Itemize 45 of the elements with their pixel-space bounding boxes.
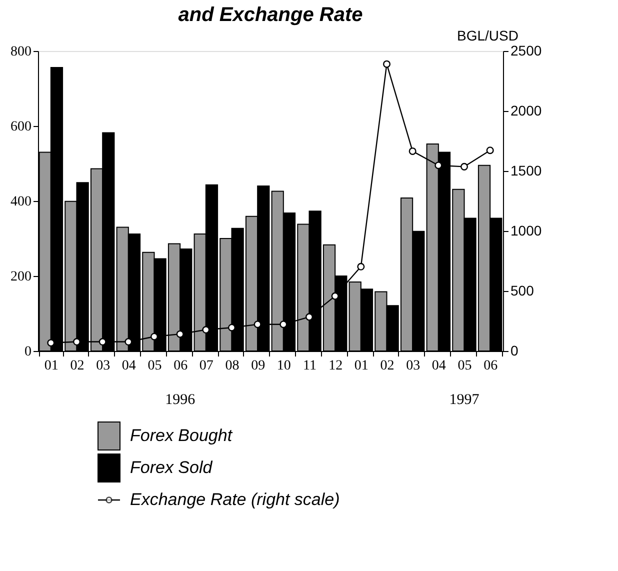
chart-title: and Exchange Rate <box>178 4 363 26</box>
y2-tick-label: 0 <box>510 342 518 358</box>
point <box>254 320 262 328</box>
x-tick-label: 11 <box>303 358 316 374</box>
x-tick-label: 10 <box>276 358 291 374</box>
text: 1996 <box>165 392 196 408</box>
y2-tick-label: 2000 <box>510 102 542 118</box>
y-tick-label: 0 <box>24 344 32 360</box>
x-tick-label: 01 <box>354 358 368 374</box>
point <box>357 262 365 270</box>
x-tick-label: 06 <box>484 358 498 374</box>
x-tick-label: 03 <box>96 358 110 374</box>
x-tick-label: 01 <box>44 358 58 374</box>
point <box>176 330 184 338</box>
legend-label: Exchange Rate (right scale) <box>130 490 340 509</box>
point <box>98 338 106 346</box>
y-tick-label: 200 <box>10 270 32 284</box>
point <box>408 147 416 155</box>
point <box>331 292 339 300</box>
legend-label: Forex Bought <box>130 426 234 445</box>
x-tick-label: 12 <box>328 358 343 374</box>
point <box>486 146 494 154</box>
y2-tick-label: 1500 <box>510 162 542 178</box>
y-tick-label: 800 <box>10 44 32 60</box>
y-tick-label: 600 <box>10 120 32 134</box>
text: 1997 <box>449 392 480 408</box>
x-tick-label: 02 <box>380 358 394 374</box>
x-tick-label: 07 <box>199 358 214 374</box>
y2-tick-label: 1000 <box>510 222 542 238</box>
x-tick-label: 08 <box>225 358 240 374</box>
x-tick-label: 04 <box>122 358 136 374</box>
y-tick-label: 400 <box>10 194 32 210</box>
x-tick-label: 05 <box>148 358 162 374</box>
y2-axis-title: BGL/USD <box>457 28 518 44</box>
y2-tick-label: 2500 <box>510 42 542 58</box>
x-tick-label: 03 <box>406 358 420 374</box>
y2-tick-label: 500 <box>510 282 534 298</box>
legend-label: Forex Sold <box>130 458 213 477</box>
x-tick-label: 05 <box>458 358 472 374</box>
x-tick-label: 09 <box>251 358 266 374</box>
x-tick-label: 02 <box>70 358 84 374</box>
x-tick-label: 04 <box>432 358 446 374</box>
x-tick-label: 06 <box>174 358 188 374</box>
point <box>460 162 468 170</box>
point <box>382 60 391 68</box>
